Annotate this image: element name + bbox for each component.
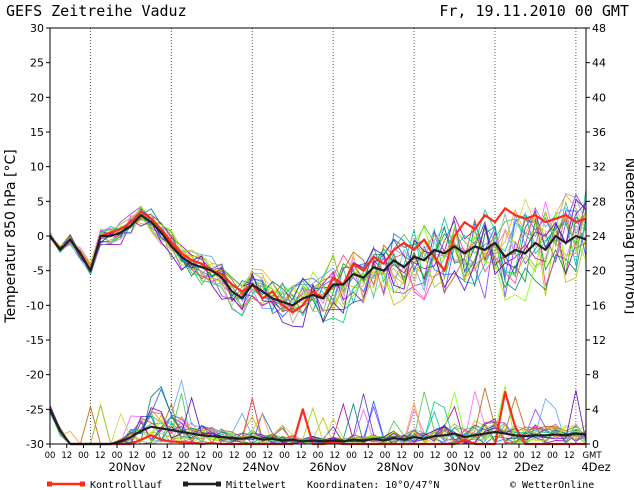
right-axis-tick-label: 4 <box>592 403 599 416</box>
hour-tick-label: 12 <box>363 451 374 461</box>
date-label: 20Nov <box>108 460 145 474</box>
hour-tick-label: 12 <box>430 451 441 461</box>
left-axis-tick-label: 25 <box>30 57 44 70</box>
hour-tick-label: 00 <box>212 451 223 461</box>
left-axis-tick-label: 5 <box>37 195 44 208</box>
mean-precip-line <box>49 408 587 446</box>
hour-tick-label: 00 <box>145 451 156 461</box>
legend-control-label: Kontrolllauf <box>90 480 162 490</box>
hour-tick-label: 12 <box>530 451 541 461</box>
date-label: 24Nov <box>242 460 279 474</box>
hour-tick-label: 00 <box>313 451 324 461</box>
date-label: 30Nov <box>443 460 480 474</box>
hour-tick-label: 00 <box>447 451 458 461</box>
right-axis-tick-label: 12 <box>592 334 606 347</box>
left-axis-tick-label: 0 <box>37 230 44 243</box>
hour-tick-label: 00 <box>547 451 558 461</box>
left-axis-tick-label: 30 <box>30 22 44 35</box>
chart-title: GEFS Zeitreihe Vaduz <box>6 2 187 20</box>
hour-tick-label: GMT <box>582 451 602 461</box>
hour-tick-label: 12 <box>296 451 307 461</box>
hour-tick-label: 12 <box>564 451 575 461</box>
left-axis-tick-label: -20 <box>26 369 44 382</box>
left-axis-tick-label: 10 <box>30 161 44 174</box>
hour-tick-label: 12 <box>396 451 407 461</box>
hour-tick-label: 12 <box>463 451 474 461</box>
hour-tick-label: 12 <box>262 451 273 461</box>
right-axis-tick-label: 0 <box>592 438 599 451</box>
right-axis-tick-label: 44 <box>592 57 606 70</box>
right-axis-tick-label: 40 <box>592 91 606 104</box>
ensemble-temperature-line <box>49 193 587 315</box>
run-date: Fr, 19.11.2010 00 GMT <box>439 2 629 20</box>
plot-frame <box>49 27 587 445</box>
y-axis-label-right: Niederschlag [mm/6h] <box>622 158 634 315</box>
hour-tick-label: 00 <box>279 451 290 461</box>
hour-tick-label: 12 <box>497 451 508 461</box>
control-temperature-line <box>49 207 587 314</box>
right-axis-tick-label: 36 <box>592 126 606 139</box>
hour-tick-label: 12 <box>128 451 139 461</box>
coordinates-note: Koordinaten: 10°O/47°N <box>307 480 439 490</box>
right-axis-tick-label: 32 <box>592 161 606 174</box>
hour-tick-label: 12 <box>61 451 72 461</box>
ensemble-temperature-line <box>49 198 587 328</box>
right-axis-tick-label: 16 <box>592 299 606 312</box>
hour-tick-label: 12 <box>95 451 106 461</box>
mean-temperature-line <box>49 214 587 307</box>
y-axis-label-left: Temperatur 850 hPa [°C] <box>3 149 19 323</box>
hour-tick-label: 00 <box>380 451 391 461</box>
hour-tick-label: 00 <box>413 451 424 461</box>
hour-tick-label: 12 <box>229 451 240 461</box>
left-axis-tick-label: -10 <box>26 299 44 312</box>
hour-tick-label: 00 <box>480 451 491 461</box>
axes: 302520151050-5-10-15-20-25-3048444036322… <box>26 22 611 474</box>
series-lines <box>49 207 587 446</box>
date-label: 22Nov <box>175 460 212 474</box>
hour-tick-label: 00 <box>346 451 357 461</box>
date-label: 28Nov <box>376 460 413 474</box>
left-axis-tick-label: -5 <box>33 265 44 278</box>
legend: Kontrolllauf Mittelwert Koordinaten: 10°… <box>47 480 594 490</box>
date-label: 4Dez <box>581 460 610 474</box>
left-axis-tick-label: -30 <box>26 438 44 451</box>
hour-tick-label: 00 <box>179 451 190 461</box>
hour-tick-label: 00 <box>514 451 525 461</box>
hour-tick-label: 00 <box>78 451 89 461</box>
left-axis-tick-label: 15 <box>30 126 44 139</box>
ensemble-temperature-line <box>49 205 587 312</box>
date-label: 26Nov <box>309 460 346 474</box>
hour-tick-label: 12 <box>195 451 206 461</box>
hour-tick-label: 12 <box>162 451 173 461</box>
hour-tick-label: 12 <box>329 451 340 461</box>
hour-tick-label: 00 <box>45 451 56 461</box>
left-axis-tick-label: -15 <box>26 334 44 347</box>
hour-tick-label: 00 <box>246 451 257 461</box>
hour-tick-label: 00 <box>112 451 123 461</box>
right-axis-tick-label: 20 <box>592 265 606 278</box>
legend-mean-label: Mittelwert <box>226 480 286 490</box>
credit-note: © WetterOnline <box>510 480 594 490</box>
right-axis-tick-label: 28 <box>592 195 606 208</box>
right-axis-tick-label: 48 <box>592 22 606 35</box>
left-axis-tick-label: -25 <box>26 403 44 416</box>
right-axis-tick-label: 8 <box>592 369 599 382</box>
left-axis-tick-label: 20 <box>30 91 44 104</box>
right-axis-tick-label: 24 <box>592 230 606 243</box>
date-label: 2Dez <box>514 460 543 474</box>
